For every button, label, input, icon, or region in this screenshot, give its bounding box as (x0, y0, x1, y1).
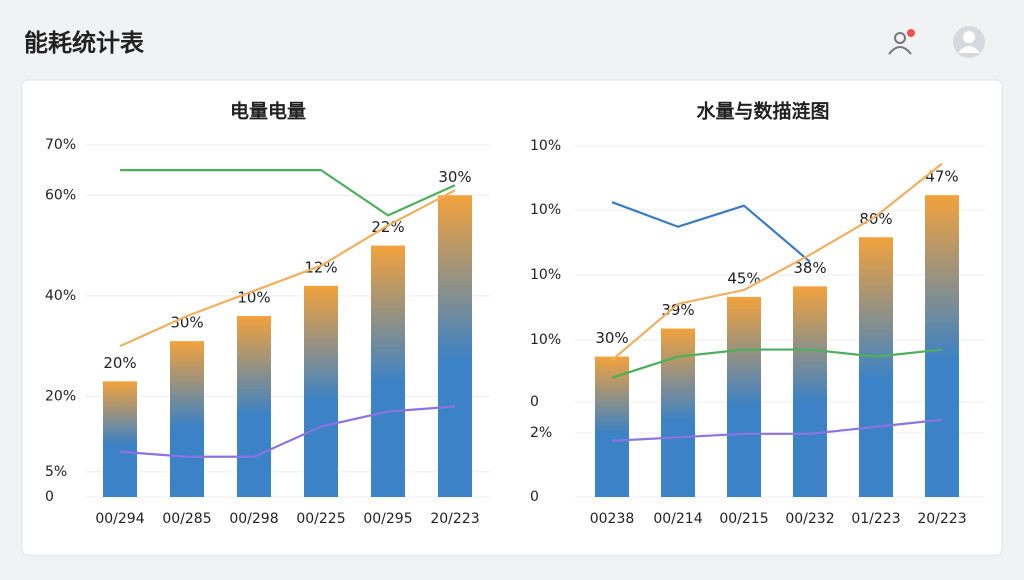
y-tick-label: 10% (530, 267, 561, 283)
bar-label: 20% (103, 354, 136, 372)
y-tick-label: 10% (530, 138, 561, 154)
line-series (119, 189, 456, 348)
x-tick-label: 00/298 (229, 511, 278, 527)
line-series (611, 201, 811, 263)
line-series (611, 162, 943, 361)
bar (304, 285, 338, 497)
bar (793, 286, 827, 497)
y-tick-label: 40% (45, 288, 76, 304)
notification-icon[interactable] (888, 29, 915, 55)
y-tick-label: 0 (45, 489, 54, 505)
y-tick-label: 60% (45, 187, 76, 203)
line-series (119, 405, 456, 458)
bar-label: 30% (170, 314, 203, 332)
chart-card (21, 79, 1003, 556)
y-tick-label: 2% (530, 425, 552, 441)
x-tick-label: 20/223 (430, 511, 479, 527)
bar (371, 245, 405, 497)
bar (438, 195, 472, 498)
bar-label: 12% (304, 258, 337, 276)
x-tick-label: 00/225 (296, 511, 345, 527)
avatar[interactable] (953, 26, 985, 58)
bar-label: 80% (859, 210, 892, 228)
y-tick-label: 70% (45, 137, 76, 153)
bar (170, 341, 204, 497)
y-tick-label: 10% (530, 202, 561, 218)
x-tick-label: 00/294 (95, 511, 144, 527)
x-tick-label: 01/223 (851, 511, 900, 527)
page-title: 能耗统计表 (24, 29, 145, 57)
bar (925, 195, 959, 497)
line-series (611, 348, 943, 379)
bar (859, 237, 893, 497)
line-series (120, 169, 456, 217)
line-series (611, 418, 943, 442)
chart-title: 水量与数描涟图 (696, 100, 829, 123)
bar-label: 30% (438, 168, 471, 186)
x-tick-label: 00/214 (653, 511, 702, 527)
bar-label: 39% (661, 301, 694, 319)
bar (595, 356, 629, 497)
y-tick-label: 0 (530, 489, 539, 505)
bar-label: 38% (793, 259, 826, 277)
x-tick-label: 00/295 (363, 511, 412, 527)
bar (727, 296, 761, 497)
x-tick-label: 00/215 (719, 511, 768, 527)
bar-label: 47% (925, 168, 958, 186)
x-tick-label: 00/232 (785, 511, 834, 527)
chart-title: 电量电量 (230, 100, 306, 123)
bar-label: 30% (595, 329, 628, 347)
bar (103, 381, 137, 497)
bar (661, 328, 695, 497)
y-tick-label: 20% (45, 388, 76, 404)
bar (237, 315, 271, 497)
x-tick-label: 20/223 (917, 511, 966, 527)
bar-label: 45% (727, 269, 760, 287)
y-tick-label: 10% (530, 332, 561, 348)
y-tick-label: 0 (530, 394, 539, 410)
x-tick-label: 00/285 (162, 511, 211, 527)
y-tick-label: 5% (45, 464, 67, 480)
x-tick-label: 00238 (590, 511, 635, 527)
